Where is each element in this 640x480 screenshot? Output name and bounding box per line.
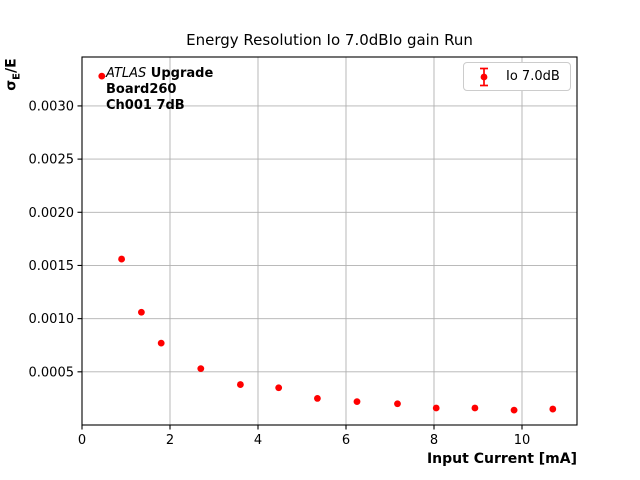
data-point	[197, 365, 205, 373]
ylabel-rest: /E	[3, 58, 20, 73]
sigma-symbol: σ	[3, 79, 20, 91]
gridlines	[81, 57, 577, 425]
y-tick-label: 0.0030	[29, 99, 75, 114]
sigma-subscript: E	[11, 72, 23, 80]
y-tick-label: 0.0015	[29, 259, 75, 274]
data-point	[157, 339, 165, 347]
data-point	[471, 404, 479, 412]
data-point	[432, 404, 440, 412]
annotation-upgrade: Upgrade	[146, 66, 214, 81]
y-tick-label: 0.0010	[29, 312, 75, 327]
legend-label: Io 7.0dB	[506, 69, 560, 84]
data-point	[314, 395, 321, 402]
data-point	[394, 400, 401, 408]
x-tick-label: 10	[514, 433, 531, 448]
data-point	[237, 381, 244, 388]
chart-title: Energy Resolution Io 7.0dBIo gain Run	[186, 31, 473, 49]
x-tick-label: 0	[78, 433, 86, 448]
annotation-line-3: Ch001 7dB	[106, 98, 185, 113]
data-point	[275, 384, 283, 392]
data-point	[98, 72, 106, 80]
annotation-line-1: ATLAS Upgrade	[106, 66, 213, 82]
data-series	[98, 72, 557, 414]
y-tick-label: 0.0025	[29, 153, 75, 168]
annotation-experiment: ATLAS	[106, 66, 147, 81]
x-tick-label: 6	[342, 433, 350, 448]
x-tick-label: 2	[166, 433, 174, 448]
data-point	[549, 405, 557, 413]
x-tick-label: 8	[430, 433, 438, 448]
data-point	[138, 308, 145, 316]
data-point	[118, 255, 125, 263]
y-axis-label: σE/E	[3, 43, 23, 107]
plot-border	[81, 56, 578, 426]
x-axis-label: Input Current [mA]	[426, 451, 577, 467]
detector-annotation: ATLAS Upgrade Board260 Ch001 7dB	[106, 66, 213, 114]
legend: Io 7.0dB	[463, 62, 571, 91]
y-tick-label: 0.0005	[29, 365, 75, 380]
axes-ticks: 0 2 4 6 8 10 0.0005 0.0010 0.0015 0.0020 0.0025 0.0…	[29, 99, 531, 448]
legend-errorbar-marker-icon	[480, 67, 488, 86]
data-point	[353, 398, 361, 406]
y-tick-label: 0.0020	[29, 206, 75, 221]
data-point	[510, 406, 518, 414]
annotation-line-2: Board260	[106, 82, 177, 97]
x-tick-label: 4	[254, 433, 262, 448]
